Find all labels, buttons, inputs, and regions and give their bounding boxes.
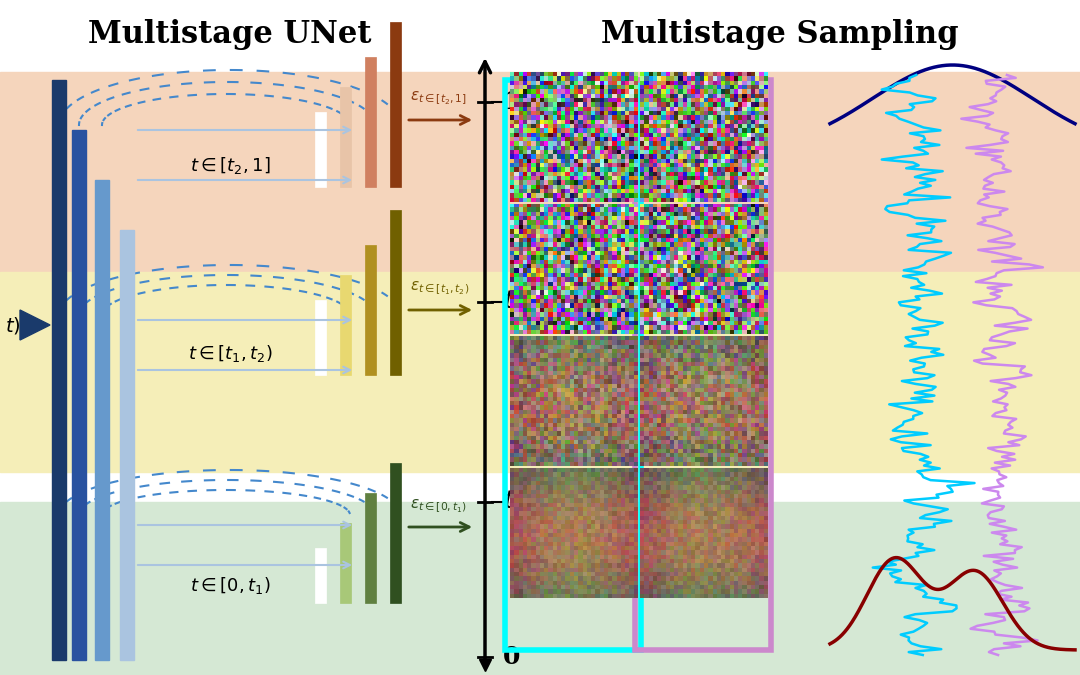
Bar bbox=[365, 245, 376, 375]
Bar bbox=[52, 80, 66, 660]
Bar bbox=[315, 300, 326, 375]
Polygon shape bbox=[21, 310, 50, 340]
Text: Multistage UNet: Multistage UNet bbox=[89, 20, 372, 51]
Bar bbox=[340, 87, 351, 187]
Text: $t \in [0, t_1)$: $t \in [0, t_1)$ bbox=[190, 574, 270, 595]
Bar bbox=[0, 72, 1080, 272]
Text: $t_1$: $t_1$ bbox=[503, 489, 524, 515]
Bar bbox=[390, 463, 401, 603]
Text: 1: 1 bbox=[503, 90, 521, 114]
Bar bbox=[365, 493, 376, 603]
Bar bbox=[340, 523, 351, 603]
Bar bbox=[72, 130, 86, 660]
Text: $\epsilon_{t\in[t_1,t_2)}$: $\epsilon_{t\in[t_1,t_2)}$ bbox=[410, 279, 470, 297]
Bar bbox=[390, 22, 401, 187]
Text: $\epsilon_{t\in[0,t_1)}$: $\epsilon_{t\in[0,t_1)}$ bbox=[410, 497, 467, 515]
Bar bbox=[340, 275, 351, 375]
Bar bbox=[315, 548, 326, 603]
Bar bbox=[95, 180, 109, 660]
Bar bbox=[365, 57, 376, 187]
Text: Multistage Sampling: Multistage Sampling bbox=[602, 20, 959, 51]
Bar bbox=[390, 210, 401, 375]
Bar bbox=[0, 0, 1080, 72]
Text: 0: 0 bbox=[503, 645, 521, 669]
Text: $t)$: $t)$ bbox=[5, 315, 21, 335]
Text: $t \in [t_2, 1]$: $t \in [t_2, 1]$ bbox=[190, 155, 270, 176]
Bar bbox=[0, 272, 1080, 472]
Text: $t_2$: $t_2$ bbox=[503, 289, 524, 315]
Bar bbox=[0, 502, 1080, 675]
Bar bbox=[120, 230, 134, 660]
Text: $\epsilon_{t\in[t_2,1]}$: $\epsilon_{t\in[t_2,1]}$ bbox=[410, 90, 467, 107]
Bar bbox=[315, 112, 326, 187]
Text: $t \in [t_1, t_2)$: $t \in [t_1, t_2)$ bbox=[188, 342, 272, 364]
